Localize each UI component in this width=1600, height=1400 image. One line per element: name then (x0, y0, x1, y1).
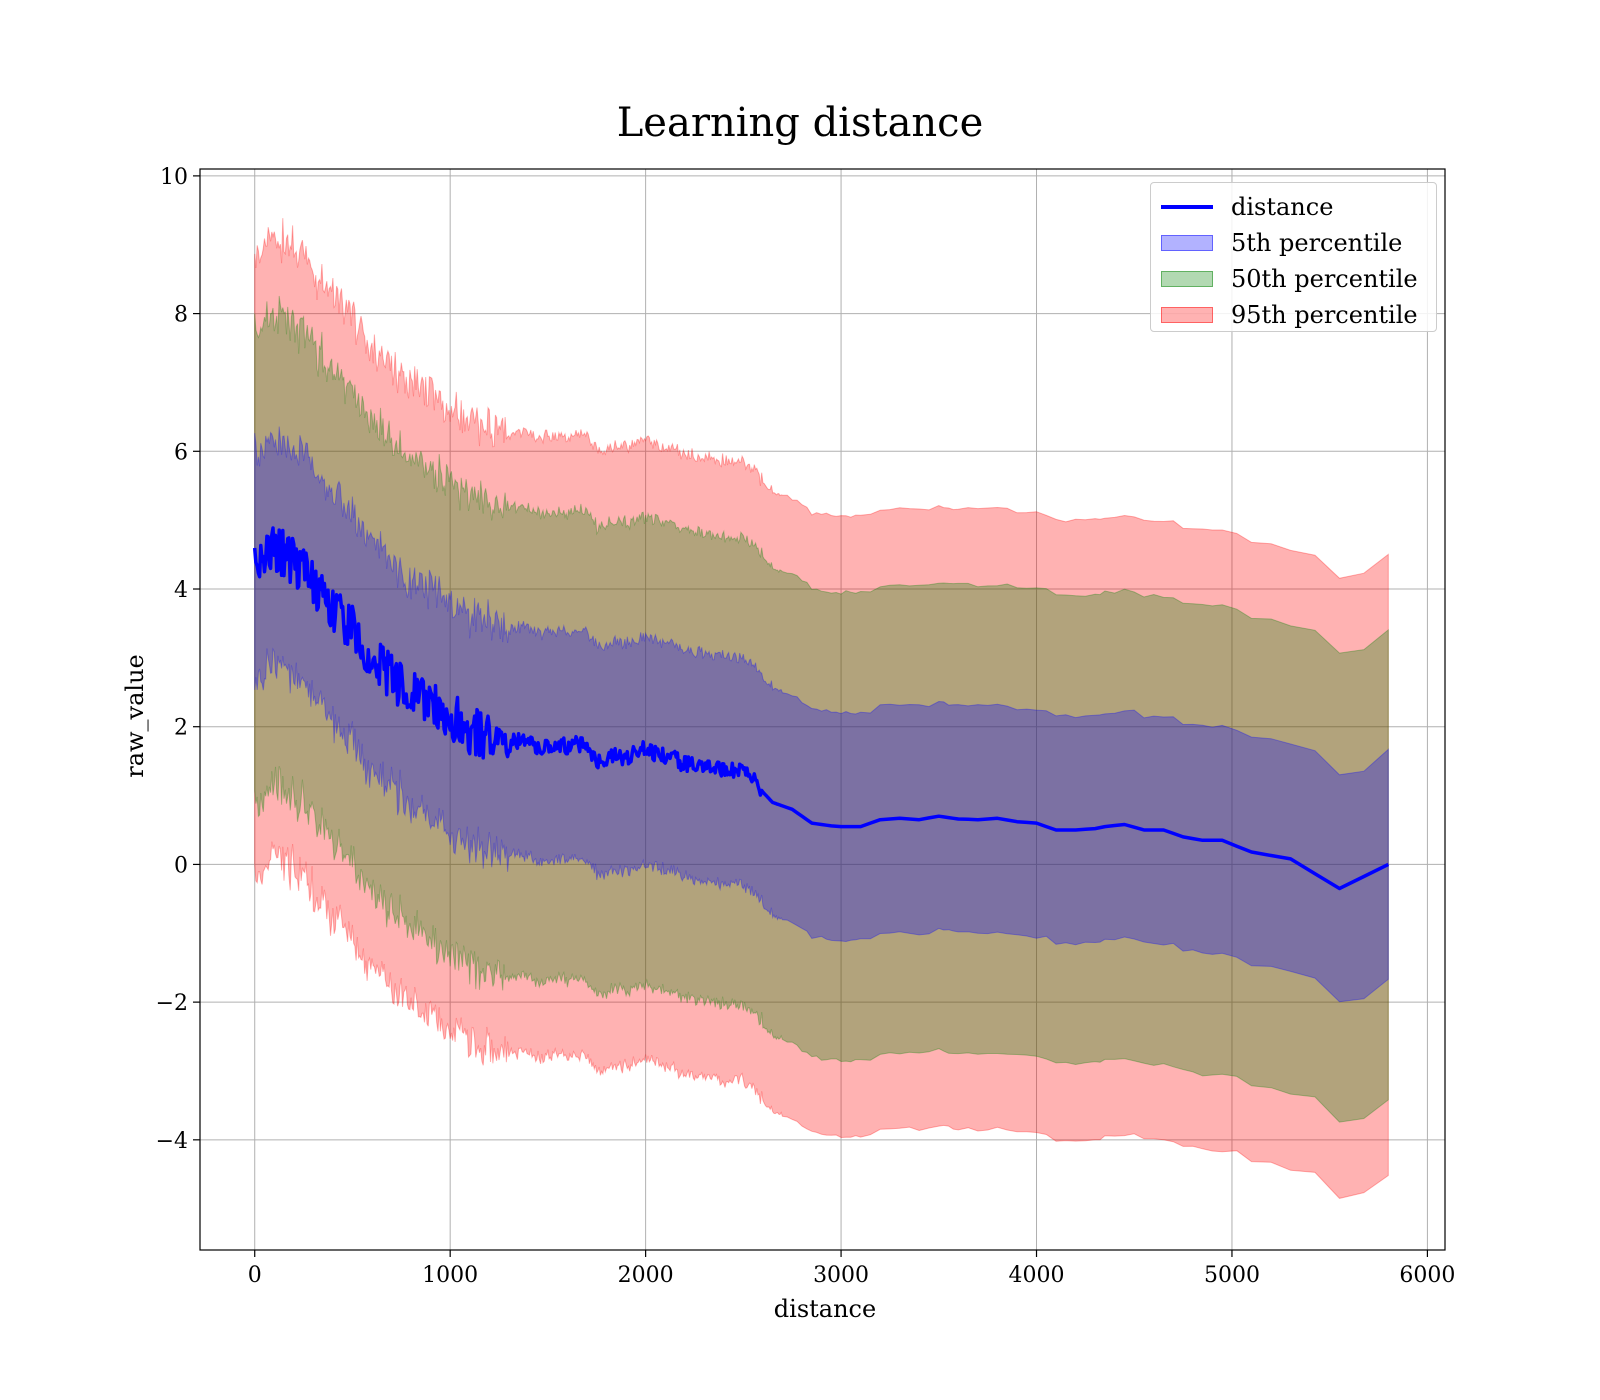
legend-item-band-2: 95th percentile (1161, 297, 1426, 333)
y-tick-label: 0 (174, 853, 188, 878)
x-tick-label: 5000 (1204, 1263, 1260, 1288)
x-tick-label: 6000 (1399, 1263, 1455, 1288)
y-tick-label: −2 (156, 991, 188, 1016)
legend-line-swatch (1161, 205, 1213, 209)
legend: distance 5th percentile 50th percentile … (1150, 182, 1437, 332)
line-series (252, 526, 1390, 891)
y-tick-label: 6 (174, 440, 188, 465)
y-axis-ticks: −4 −2 0 2 4 6 8 10 (156, 165, 200, 1154)
legend-item-line: distance (1161, 189, 1426, 225)
chart-title: Learning distance (616, 100, 984, 146)
legend-label: 95th percentile (1231, 301, 1418, 329)
x-tick-label: 2000 (618, 1263, 674, 1288)
plot-frame (199, 168, 1446, 1251)
legend-label: 50th percentile (1231, 265, 1418, 293)
x-axis-label: distance (773, 1295, 877, 1323)
legend-band-swatch (1161, 271, 1213, 287)
y-tick-label: 4 (174, 578, 188, 603)
legend-band-swatch (1161, 235, 1213, 251)
legend-item-band-0: 5th percentile (1161, 225, 1426, 261)
band-2-area (254, 218, 1389, 1199)
distance-line (252, 526, 1390, 891)
legend-label: distance (1231, 193, 1334, 221)
x-tick-label: 1000 (422, 1263, 478, 1288)
y-tick-label: 8 (174, 303, 188, 328)
legend-label: 5th percentile (1231, 229, 1403, 257)
plot-border (199, 168, 1446, 1251)
y-tick-label: −4 (156, 1129, 188, 1154)
legend-item-band-1: 50th percentile (1161, 261, 1426, 297)
y-axis-label: raw_value (121, 654, 149, 778)
x-tick-label: 4000 (1009, 1263, 1065, 1288)
y-tick-label: 10 (160, 165, 188, 190)
x-tick-label: 3000 (813, 1263, 869, 1288)
percentile-bands (254, 218, 1389, 1199)
x-tick-label: 0 (248, 1263, 262, 1288)
band-1-area (254, 295, 1389, 1123)
band-0-area (254, 426, 1389, 1003)
legend-band-swatch (1161, 307, 1213, 323)
x-axis-ticks: 0 1000 2000 3000 4000 5000 6000 (248, 1250, 1455, 1288)
y-tick-label: 2 (174, 716, 188, 741)
